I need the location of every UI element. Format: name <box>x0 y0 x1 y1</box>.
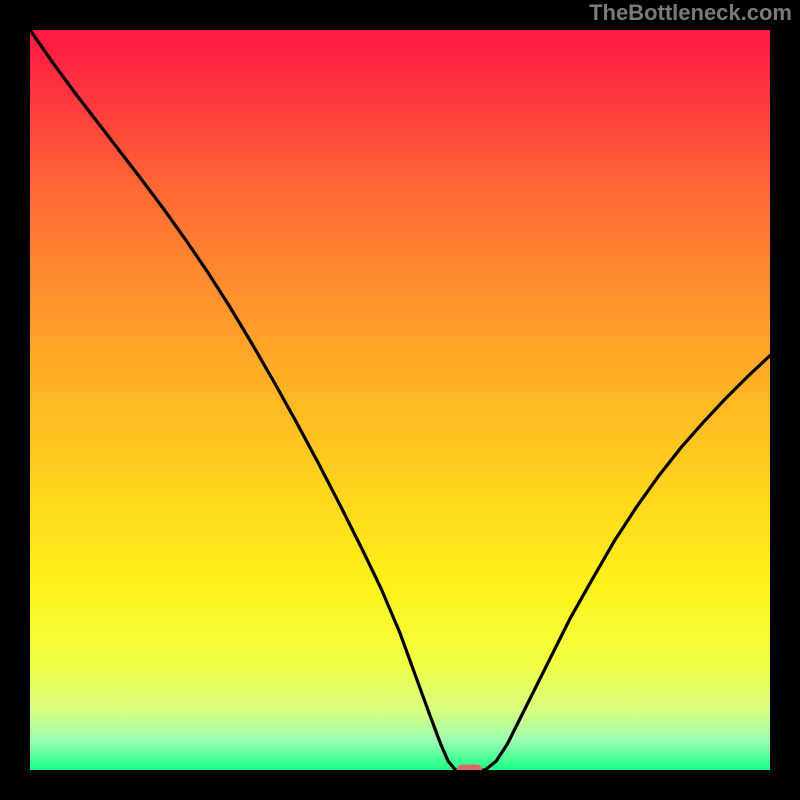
optimum-marker <box>457 764 483 770</box>
plot-background <box>30 30 770 770</box>
chart-container: TheBottleneck.com <box>0 0 800 800</box>
plot-svg <box>30 30 770 770</box>
plot-area <box>30 30 770 770</box>
watermark-text: TheBottleneck.com <box>589 0 792 26</box>
